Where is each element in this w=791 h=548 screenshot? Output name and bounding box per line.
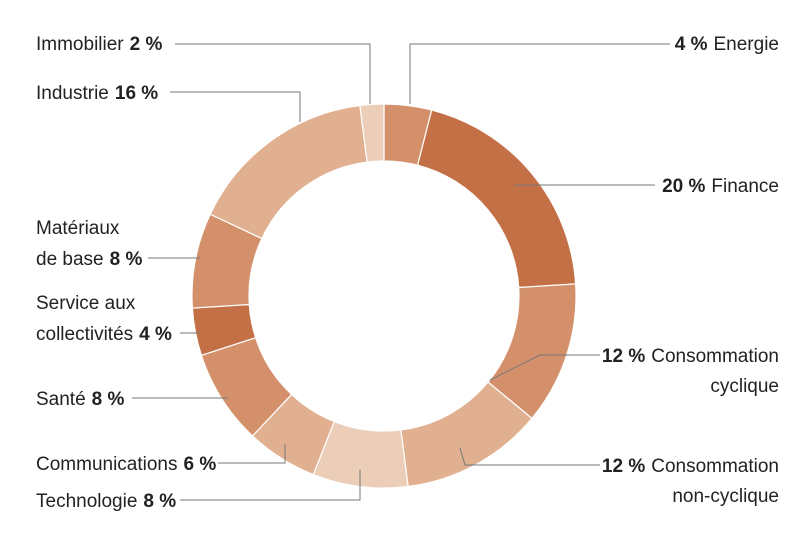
label-finance-pct: 20 % [662, 176, 705, 197]
label-sante-pct: 8 % [92, 389, 125, 410]
label-immobilier-pct: 2 % [130, 34, 163, 55]
label-service-line1: Service aux [36, 293, 136, 314]
label-cons-noncyc-line2: non-cyclique [672, 486, 779, 507]
label-communications-pct: 6 % [184, 454, 217, 475]
label-industrie-pct: 16 % [115, 83, 158, 104]
label-finance: 20 % Finance [662, 176, 779, 197]
label-cons-cyc: 12 % Consommation [602, 346, 779, 367]
slice-finance [416, 109, 577, 289]
slice-immobilier [359, 103, 385, 163]
label-energie-pct: 4 % [675, 34, 708, 55]
label-cons-noncyc-line1: Consommation [651, 456, 779, 477]
leader-industrie [170, 91, 301, 122]
leader-immobilier [175, 43, 371, 104]
label-materiaux-pct: 8 % [110, 249, 143, 270]
leader-energie [409, 43, 670, 104]
label-cons-cyc-pct: 12 % [602, 346, 645, 367]
leader-communications [218, 444, 286, 464]
label-sante-text: Santé [36, 389, 86, 410]
label-technologie-text: Technologie [36, 491, 137, 512]
leader-cons-cyc [489, 354, 600, 381]
label-immobilier-text: Immobilier [36, 34, 124, 55]
label-technologie-pct: 8 % [143, 491, 176, 512]
label-technologie: Technologie 8 % [36, 491, 176, 512]
label-service: collectivités 4 % [36, 324, 172, 345]
label-service-line2: collectivités [36, 324, 133, 345]
donut-slices [191, 103, 577, 489]
label-cons-noncyc-pct: 12 % [602, 456, 645, 477]
leader-technologie [180, 470, 361, 501]
slice-industrie [209, 104, 368, 240]
label-industrie: Industrie 16 % [36, 83, 158, 104]
label-cons-noncyc: 12 % Consommation [602, 456, 779, 477]
label-materiaux-line2: de base [36, 249, 104, 270]
label-industrie-text: Industrie [36, 83, 109, 104]
label-energie: 4 % Energie [675, 34, 779, 55]
leader-lines [132, 43, 670, 501]
label-service-pct: 4 % [139, 324, 172, 345]
label-immobilier: Immobilier 2 % [36, 34, 162, 55]
label-materiaux-line1: Matériaux [36, 218, 120, 239]
label-sante: Santé 8 % [36, 389, 125, 410]
label-energie-text: Energie [714, 34, 780, 55]
label-communications: Communications 6 % [36, 454, 216, 475]
leader-cons-noncyc [459, 447, 600, 466]
label-communications-text: Communications [36, 454, 178, 475]
label-cons-cyc-line2: cyclique [710, 376, 779, 397]
label-cons-cyc-line1: Consommation [651, 346, 779, 367]
label-finance-text: Finance [711, 176, 779, 197]
label-materiaux: de base 8 % [36, 249, 142, 270]
